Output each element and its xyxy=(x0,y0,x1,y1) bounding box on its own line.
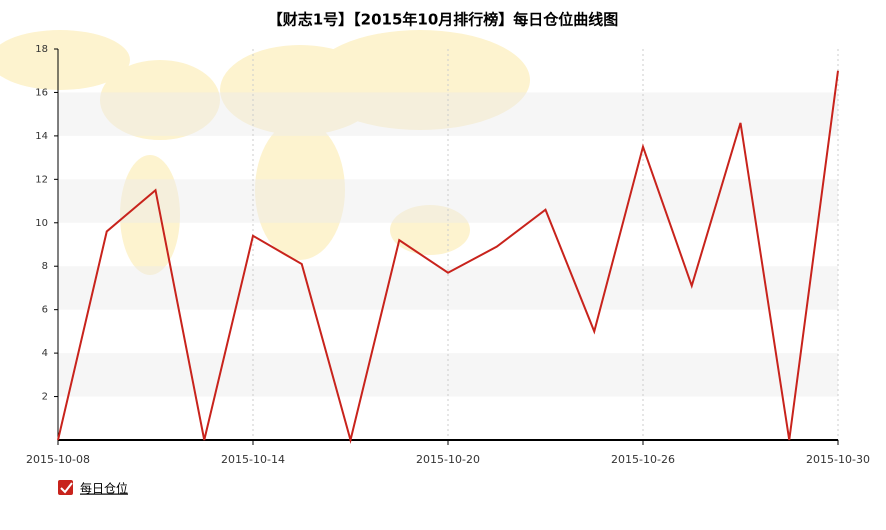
x-tick-label: 2015-10-08 xyxy=(26,453,90,466)
x-tick-label: 2015-10-30 xyxy=(806,453,870,466)
y-tick-label: 16 xyxy=(35,87,48,98)
y-tick-label: 12 xyxy=(35,174,48,185)
legend-label: 每日仓位 xyxy=(80,481,128,496)
chart-title: 【财志1号】【2015年10月排行榜】每日仓位曲线图 xyxy=(268,11,619,29)
y-tick-label: 4 xyxy=(42,348,48,359)
y-tick-label: 6 xyxy=(42,305,48,316)
x-tick-label: 2015-10-20 xyxy=(416,453,480,466)
y-tick-label: 8 xyxy=(42,261,48,272)
legend-checkbox xyxy=(58,480,73,495)
y-tick-label: 14 xyxy=(35,131,48,142)
legend-item[interactable]: 每日仓位 xyxy=(58,480,128,496)
y-tick-label: 18 xyxy=(35,44,48,55)
x-tick-label: 2015-10-26 xyxy=(611,453,675,466)
world-map-background xyxy=(0,30,530,275)
series-line xyxy=(57,70,839,444)
x-tick-label: 2015-10-14 xyxy=(221,453,285,466)
y-tick-label: 10 xyxy=(35,218,48,229)
y-tick-label: 2 xyxy=(42,392,48,403)
legend-check xyxy=(60,482,73,494)
